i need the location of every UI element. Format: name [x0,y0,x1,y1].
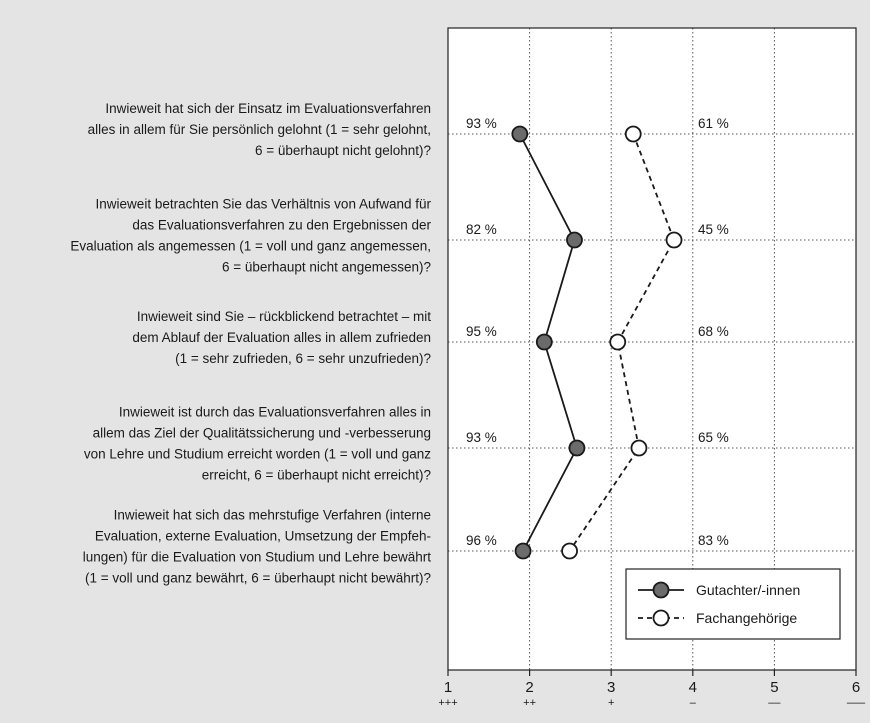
x-tick-label: 3 [607,679,615,696]
series-line-fachangehoerige [568,133,676,552]
x-tick-symbol: +++ [438,697,457,709]
x-tick-label: 2 [525,679,533,696]
percent-label-fachangehoerige: 83 % [698,533,729,548]
percent-label-gutachter: 95 % [466,324,497,339]
plot-border [447,27,857,671]
question-label: Inwieweit betrachten Sie das Verhältnis … [96,197,432,212]
data-point-fachangehoerige [561,542,578,560]
question-label: (1 = sehr zufrieden, 6 = sehr unzufriede… [175,351,431,366]
data-point-gutachter [514,542,532,560]
question-label: Inwieweit hat sich der Einsatz im Evalua… [105,101,431,116]
question-label: 6 = überhaupt nicht gelohnt)? [255,143,431,158]
question-label: Inwieweit sind Sie – rückblickend betrac… [137,309,431,324]
question-label: lungen) für die Evaluation von Studium u… [83,550,431,565]
percent-label-fachangehoerige: 68 % [698,324,729,339]
question-label: alles in allem für Sie persönlich gelohn… [88,122,431,137]
legend-box [625,568,841,640]
question-label: (1 = voll und ganz bewährt, 6 = überhaup… [85,571,431,586]
data-point-fachangehoerige [624,125,642,143]
data-point-gutachter [566,231,583,249]
data-point-gutachter [568,439,586,457]
question-label: dem Ablauf der Evaluation alles in allem… [132,330,431,345]
question-label: 6 = überhaupt nicht angemessen)? [222,260,431,275]
percent-label-fachangehoerige: 65 % [698,430,729,445]
x-tick-label: 5 [770,679,778,696]
legend-label: Fachangehörige [696,610,797,626]
data-point-fachangehoerige [665,231,683,249]
x-tick-symbol: –– [768,697,781,709]
legend-marker [652,581,670,599]
x-tick-label: 6 [852,679,860,696]
percent-label-gutachter: 93 % [466,116,497,131]
data-point-gutachter [511,125,529,143]
question-label: erreicht, 6 = überhaupt nicht erreicht)? [202,468,431,483]
data-point-fachangehoerige [609,333,627,351]
x-tick-symbol: – [690,697,697,709]
percent-label-gutachter: 96 % [466,533,497,548]
x-tick-symbol: ++ [523,697,536,709]
percent-label-fachangehoerige: 45 % [698,222,729,237]
question-label: von Lehre und Studium erreicht worden (1… [84,447,431,462]
question-label: Inwieweit ist durch das Evaluationsverfa… [119,405,431,420]
legend-marker [652,609,670,627]
data-point-fachangehoerige [630,439,648,457]
percent-label-fachangehoerige: 61 % [698,116,729,131]
legend: Gutachter/-innen Fachangehörige [625,568,841,640]
question-label: Evaluation, externe Evaluation, Umsetzun… [95,529,431,544]
data-point-gutachter [535,333,553,351]
x-tick-symbol: + [608,697,614,709]
percent-label-gutachter: 93 % [466,430,497,445]
x-tick-label: 4 [689,679,697,696]
question-label: Inwieweit hat sich das mehrstufige Verfa… [114,508,431,523]
legend-label: Gutachter/-innen [696,582,800,598]
percent-label-gutachter: 82 % [466,222,497,237]
question-label: das Evaluationsverfahren zu den Ergebnis… [132,218,431,233]
x-tick-label: 1 [444,679,452,696]
question-label: allem das Ziel der Qualitätssicherung un… [93,426,431,441]
x-tick-symbol: ––– [847,697,866,709]
question-label: Evaluation als angemessen (1 = voll und … [70,239,431,254]
